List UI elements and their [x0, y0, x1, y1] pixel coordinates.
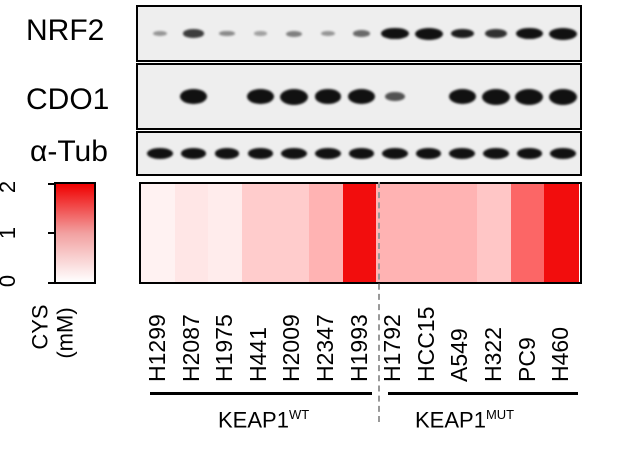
scale-tick-mark — [48, 183, 54, 185]
cys-color-scale — [54, 182, 96, 284]
blot-band — [214, 148, 240, 159]
blot-band — [415, 148, 442, 159]
blot-band — [320, 30, 335, 37]
heatmap-cell — [544, 184, 579, 282]
blot-band — [152, 30, 167, 37]
cell-line-label: H1975 — [211, 314, 238, 382]
blot-band — [180, 89, 207, 104]
cell-line-label: H460 — [547, 327, 574, 382]
cell-line-label: H2009 — [278, 314, 305, 382]
heatmap-cell — [309, 184, 344, 282]
blot-band — [549, 27, 577, 40]
blot-band — [147, 148, 173, 159]
heatmap-cell — [342, 184, 378, 282]
blot-band — [483, 148, 509, 159]
heatmap-cell — [208, 184, 243, 282]
cell-line-label: H1993 — [345, 314, 372, 382]
cell-line-label: A549 — [446, 328, 473, 382]
cell-line-label: HCC15 — [412, 306, 439, 382]
blot-band — [286, 30, 303, 37]
blot-band — [248, 148, 273, 159]
blot-label-nrf2: NRF2 — [26, 14, 105, 47]
scale-title: CYS — [27, 304, 53, 350]
heatmap-cell — [376, 184, 411, 282]
heatmap-cell — [443, 184, 478, 282]
keap1-wt-label: KEAP1WT — [218, 407, 310, 433]
blot-band — [549, 88, 577, 105]
blot-band — [382, 148, 408, 159]
cell-line-label: H1792 — [379, 314, 406, 382]
cell-line-label: H2347 — [312, 314, 338, 382]
blot-label-tubulin: α-Tub — [30, 135, 108, 168]
scale-tick-0: 0 — [0, 275, 20, 287]
heatmap-cell — [409, 184, 445, 282]
heatmap-cell — [241, 184, 277, 282]
scale-unit: (mM) — [52, 307, 78, 359]
cys-heatmap — [139, 182, 582, 284]
scale-tick-mark — [48, 282, 54, 284]
blot-band — [414, 27, 443, 40]
blot-band — [515, 27, 543, 40]
heatmap-cell — [477, 184, 512, 282]
blot-band — [253, 31, 268, 36]
blot-band — [219, 30, 235, 37]
heatmap-cell — [510, 184, 546, 282]
blot-band — [348, 148, 375, 159]
blot-band — [516, 148, 543, 159]
blot-band — [315, 148, 341, 159]
heatmap-cell — [174, 184, 210, 282]
nrf2-blot — [136, 5, 582, 62]
scale-tick-1: 1 — [0, 227, 20, 239]
blot-band — [449, 148, 475, 159]
keap1-mut-label: KEAP1MUT — [415, 407, 515, 433]
blot-band — [280, 88, 309, 105]
scale-tick-mark — [48, 232, 54, 234]
blot-band — [281, 148, 307, 159]
blot-band — [247, 89, 274, 104]
cell-line-label: PC9 — [513, 337, 540, 382]
blot-band — [352, 30, 371, 37]
scale-tick-2: 2 — [0, 181, 20, 193]
cdo1-blot — [136, 63, 582, 130]
blot-label-cdo1: CDO1 — [26, 83, 110, 116]
blot-band — [450, 28, 474, 39]
blot-band — [385, 91, 405, 102]
blot-band — [448, 88, 476, 105]
keap1-mut-bracket — [388, 392, 578, 395]
blot-band — [485, 29, 507, 38]
keap1-wt-bracket — [150, 392, 372, 395]
blot-band — [315, 89, 341, 104]
cell-line-label: H322 — [480, 327, 506, 382]
cell-line-label: H1299 — [144, 314, 170, 382]
heatmap-cell — [275, 184, 310, 282]
heatmap-cell — [141, 184, 176, 282]
blot-band — [515, 88, 544, 105]
blot-band — [180, 148, 207, 159]
tubulin-blot — [136, 131, 582, 176]
blot-band — [481, 88, 510, 105]
group-divider — [378, 182, 380, 422]
blot-band — [347, 88, 375, 105]
blot-band — [550, 148, 576, 159]
blot-band — [183, 29, 204, 38]
blot-band — [381, 27, 409, 40]
cell-line-label: H2087 — [177, 314, 204, 382]
cell-line-label: H441 — [244, 327, 271, 382]
